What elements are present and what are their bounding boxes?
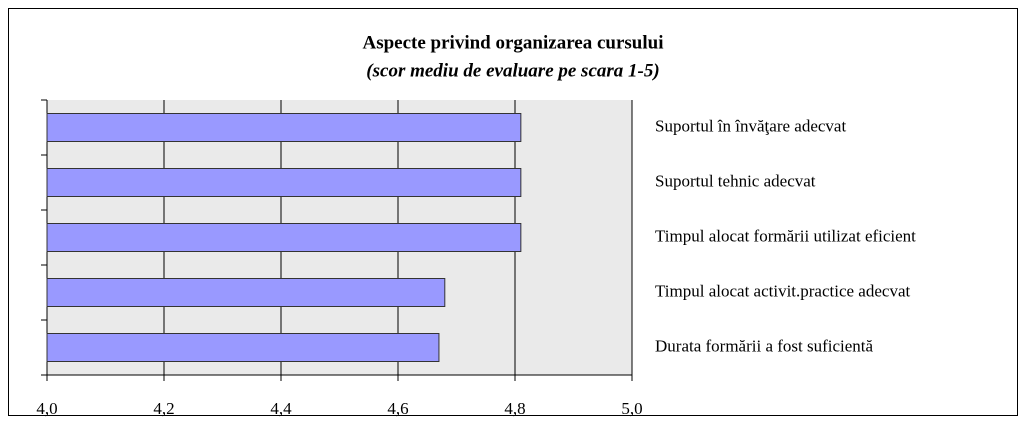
x-tick-label: 4,2 [153,399,174,418]
x-tick-label: 4,8 [504,399,525,418]
chart-subtitle: (scor mediu de evaluare pe scara 1-5) [366,60,659,81]
x-tick-label: 4,4 [270,399,292,418]
bar [46,333,440,362]
x-tick-label: 4,0 [36,399,57,418]
bar [46,168,522,197]
category-label: Suportul în învăţare adecvat [655,116,846,135]
bar [46,278,446,307]
bar [46,113,522,142]
category-label: Timpul alocat formării utilizat eficient [655,226,916,245]
category-label: Suportul tehnic adecvat [655,171,816,190]
bar [46,223,522,252]
x-tick-label: 4,6 [387,399,408,418]
category-label: Durata formării a fost suficientă [655,336,874,355]
chart-title: Aspecte privind organizarea cursului [362,32,663,53]
x-tick-label: 5,0 [621,399,642,418]
category-label: Timpul alocat activit.practice adecvat [655,281,910,300]
